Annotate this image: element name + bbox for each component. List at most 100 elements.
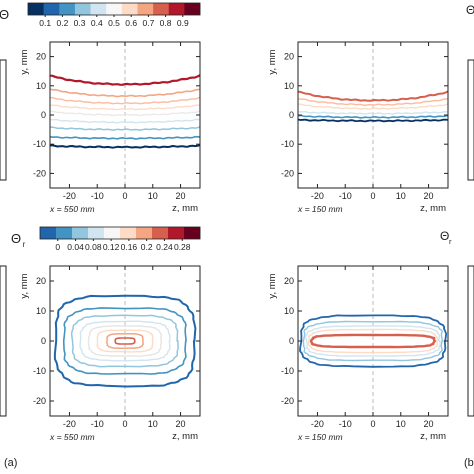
position-annotation: x = 550 mm: [49, 204, 95, 214]
colorbar-tick-label: 0.24: [156, 242, 173, 252]
plot-area: [53, 266, 197, 416]
colorbar-swatch: [152, 227, 169, 239]
colorbar-swatch: [153, 3, 170, 15]
colorbar-swatch: [90, 3, 107, 15]
colorbar-frame: [39, 226, 201, 240]
x-tick-label: -20: [63, 419, 76, 429]
contour-ring: [79, 320, 171, 362]
y-tick-label: 0: [41, 110, 46, 120]
x-tick-label: 20: [424, 191, 434, 201]
contour-line: [298, 118, 448, 123]
contour-line: [50, 88, 200, 98]
colorbar-tick-label: 0.28: [174, 242, 191, 252]
contour-ring: [304, 325, 441, 357]
colorbar-mean: 0.1 0.2 0.3 0.4 0.5 0.6 0.7 0.8 0.9 Θ: [0, 2, 201, 28]
y-axis-label: y, mm: [19, 49, 30, 74]
edge-panel-partial: [467, 59, 474, 181]
colorbar-swatch: [120, 227, 137, 239]
x-tick-label: 10: [148, 419, 158, 429]
x-tick-label: 10: [148, 191, 158, 201]
colorbar-tick-label: 0.4: [91, 18, 103, 28]
colorbar-swatch: [88, 227, 105, 239]
colorbar-tick-label: 0: [55, 242, 60, 252]
colorbar-tick-label: 0.12: [103, 242, 120, 252]
contour-ring: [302, 320, 444, 362]
position-annotation: x = 150 mm: [297, 204, 343, 214]
y-tick-label: 20: [284, 276, 294, 286]
contour-line: [298, 110, 448, 115]
colorbar-tick-label: 0.2: [56, 18, 68, 28]
contour-line: [50, 144, 200, 149]
colorbar-symbol: Θ: [0, 7, 9, 22]
y-tick-label: -10: [33, 366, 46, 376]
colorbar-tick-label: 0.2: [141, 242, 153, 252]
colorbar-swatch: [136, 227, 153, 239]
colorbar-tick-label: 0.5: [108, 18, 120, 28]
colorbar-tick-label: 0.3: [74, 18, 86, 28]
colorbar-swatch: [121, 3, 138, 15]
x-tick-label: -20: [63, 191, 76, 201]
edge-panel-partial: [0, 59, 7, 181]
colorbar-swatch: [168, 3, 185, 15]
colorbar-tick-label: 0.9: [177, 18, 189, 28]
x-axis-label: z, mm: [420, 431, 446, 442]
contour-line: [298, 97, 448, 106]
contour-ring: [53, 294, 197, 388]
x-tick-label: 20: [176, 191, 186, 201]
colorbar-tick-label: 0.16: [121, 242, 138, 252]
x-axis-label: z, mm: [172, 203, 198, 214]
colorbar-swatch: [106, 3, 123, 15]
colorbar-rms: 0 0.04 0.08 0.12 0.16 0.2 0.24 0.28 Θ r: [11, 226, 201, 252]
y-tick-label: 10: [284, 306, 294, 316]
contour-ring: [307, 328, 439, 354]
panel-label-a: (a): [4, 457, 17, 469]
position-annotation: x = 150 mm: [297, 432, 343, 442]
x-tick-label: 20: [176, 419, 186, 429]
contour-line: [50, 96, 200, 105]
y-tick-label: -10: [281, 366, 294, 376]
colorbar-swatch: [168, 227, 185, 239]
panel-rms-bottom-right: -20 -10 0 10 20 20 10 0 -10 -20 z, mm y, mm x = 150 …: [267, 265, 449, 442]
contour-ring: [114, 337, 136, 345]
contour-line: [50, 118, 200, 124]
y-tick-label: -20: [281, 168, 294, 178]
contour-ring: [70, 314, 179, 368]
plot-area: [50, 42, 200, 188]
contour-line: [50, 135, 200, 140]
contour-line: [50, 110, 200, 117]
y-tick-label: -10: [281, 139, 294, 149]
colorbar-swatch: [72, 227, 89, 239]
contour-ring: [106, 333, 144, 349]
contour-ring: [96, 329, 154, 353]
x-tick-label: 20: [424, 419, 434, 429]
x-tick-label: -20: [311, 191, 324, 201]
contour-line: [50, 104, 200, 111]
colorbar-swatch: [184, 227, 201, 239]
colorbar-swatch: [28, 3, 44, 15]
colorbar-swatch: [184, 3, 201, 15]
colorbar-symbol: Θ: [11, 231, 21, 246]
contour-line: [50, 74, 200, 86]
y-tick-label: 20: [36, 276, 46, 286]
y-tick-label: -20: [33, 396, 46, 406]
panel-rms-bottom-left: -20 -10 0 10 20 20 10 0 -10 -20 z, mm y, mm x = 550 …: [19, 265, 201, 442]
y-tick-label: -10: [33, 139, 46, 149]
edge-panel-partial: [467, 265, 474, 417]
panel-mean-top-left: -20 -10 0 10 20 20 10 0 -10 -20 z, mm y, mm x = 550 …: [19, 41, 201, 214]
contour-ring: [87, 325, 163, 357]
x-tick-label: 0: [122, 419, 127, 429]
y-axis-label: y, mm: [267, 49, 278, 74]
x-tick-label: -10: [91, 191, 104, 201]
colorbar-swatch: [74, 3, 91, 15]
edge-symbol-partial: Θ: [440, 229, 449, 243]
y-tick-label: 10: [284, 81, 294, 91]
x-tick-label: 0: [370, 191, 375, 201]
panel-label-b: (b): [464, 457, 474, 469]
plot-area: [298, 42, 448, 188]
position-annotation: x = 550 mm: [49, 432, 95, 442]
y-tick-label: 0: [289, 336, 294, 346]
colorbar-swatch: [104, 227, 121, 239]
colorbar-swatch: [56, 227, 73, 239]
contour-ring: [309, 333, 436, 349]
